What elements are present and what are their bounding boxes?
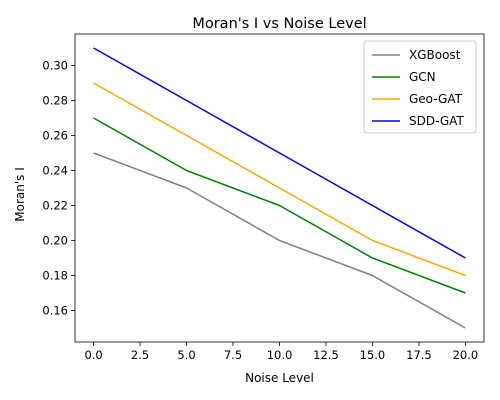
legend-label: Geo-GAT [409, 92, 463, 106]
y-tick-label: 0.16 [42, 304, 68, 318]
chart-title: Moran's I vs Noise Level [192, 16, 366, 32]
x-tick-label: 12.5 [313, 348, 339, 362]
x-tick-label: 10.0 [267, 348, 293, 362]
x-tick-label: 15.0 [360, 348, 386, 362]
y-tick-label: 0.18 [42, 269, 68, 283]
y-tick-label: 0.30 [42, 59, 68, 73]
legend-label: GCN [409, 70, 436, 84]
y-tick-label: 0.20 [42, 234, 68, 248]
y-tick-label: 0.24 [42, 164, 68, 178]
legend-label: XGBoost [409, 48, 461, 62]
legend-label: SDD-GAT [409, 114, 464, 128]
series-line-xgboost [93, 152, 466, 329]
x-tick-label: 0.0 [84, 348, 102, 362]
x-tick-label: 5.0 [177, 348, 195, 362]
x-axis-label: Noise Level [245, 371, 314, 385]
series-line-gcn [93, 117, 466, 294]
y-axis-label: Moran's I [13, 167, 27, 222]
series-line-sdd-gat [93, 47, 466, 259]
x-tick-label: 17.5 [406, 348, 432, 362]
x-tick-label: 20.0 [453, 348, 479, 362]
plot-area: 0.0 2.5 5.0 7.5 10.0 12.5 15.0 17.5 20.0 0.16 0.18… [42, 33, 485, 362]
y-tick-label: 0.22 [42, 199, 68, 213]
x-tick-label: 7.5 [224, 348, 242, 362]
legend-box [363, 40, 477, 134]
legend: XGBoost GCN Geo-GAT SDD-GAT [363, 40, 477, 134]
series-line-geo-gat [93, 82, 466, 277]
y-tick-label: 0.26 [42, 129, 68, 143]
x-tick-label: 2.5 [131, 348, 149, 362]
y-tick-label: 0.28 [42, 94, 68, 108]
